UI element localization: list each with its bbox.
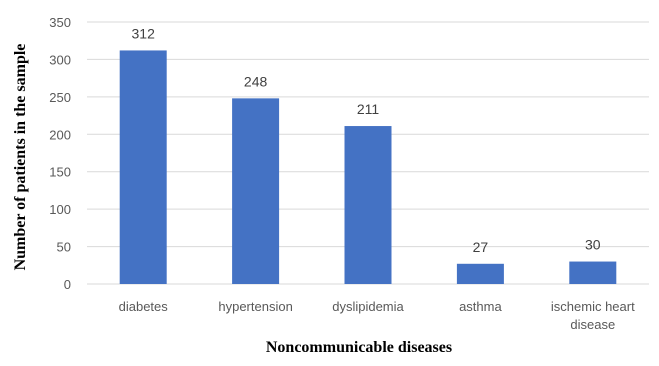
data-label: 211: [357, 101, 380, 117]
y-tick-label: 300: [49, 52, 71, 67]
bar: [232, 98, 280, 285]
data-labels: 312 248 211 27 30: [132, 25, 601, 254]
y-tick-label: 0: [64, 277, 71, 292]
x-tick-label: hypertension: [218, 299, 292, 314]
bar: [344, 126, 392, 285]
y-axis-title: Number of patients in the sample: [12, 44, 29, 271]
data-label: 30: [585, 237, 601, 253]
x-tick-label: dyslipidemia: [332, 299, 404, 314]
bar: [569, 261, 617, 284]
x-tick-label: diabetes: [119, 299, 169, 314]
x-axis-title: Noncommunicable diseases: [266, 339, 452, 356]
bar: [119, 50, 167, 285]
bars: [119, 50, 617, 285]
data-label: 248: [244, 73, 268, 89]
y-tick-label: 100: [49, 202, 71, 217]
y-tick-label: 350: [49, 15, 71, 30]
y-tick-label: 50: [57, 240, 71, 255]
x-axis-ticks: diabetes hypertension dyslipidemia asthma is…: [119, 299, 635, 332]
x-tick-label: ischemic heart disease: [551, 299, 635, 332]
x-tick-label: asthma: [459, 299, 502, 314]
data-label: 27: [473, 239, 489, 255]
y-axis-ticks: 0 50 100 150 200 250 300 350: [49, 15, 71, 292]
y-tick-label: 250: [49, 90, 71, 105]
data-label: 312: [132, 25, 156, 41]
y-tick-label: 200: [49, 127, 71, 142]
bar: [456, 263, 504, 284]
y-tick-label: 150: [49, 165, 71, 180]
